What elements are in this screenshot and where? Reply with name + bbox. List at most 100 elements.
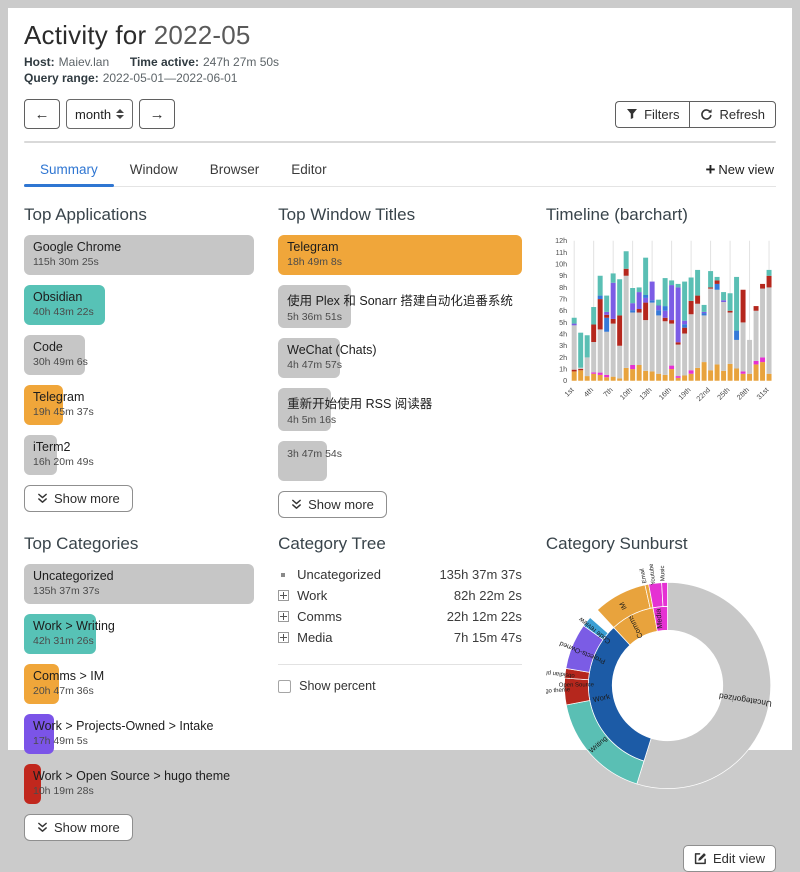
timeline-day-segment[interactable]	[662, 278, 668, 307]
top-window-titles-show-more-button[interactable]: Show more	[278, 491, 387, 518]
timeline-day-segment[interactable]	[597, 374, 603, 381]
category-item[interactable]: Work > Projects-Owned > Intake 17h 49m 5s	[24, 714, 254, 754]
timeline-day-segment[interactable]	[630, 369, 635, 381]
timeline-day-segment[interactable]	[610, 273, 616, 283]
timeline-day-segment[interactable]	[604, 311, 610, 315]
timeline-day-segment[interactable]	[662, 310, 668, 318]
timeline-day-segment[interactable]	[571, 371, 577, 381]
timeline-day-segment[interactable]	[675, 287, 681, 343]
timeline-day-segment[interactable]	[610, 282, 616, 319]
overview-bar[interactable]	[471, 141, 488, 142]
overview-bar[interactable]	[495, 141, 512, 142]
timeline-day-segment[interactable]	[681, 327, 687, 334]
timeline-day-segment[interactable]	[753, 306, 759, 311]
timeline-day-segment[interactable]	[604, 295, 610, 312]
timeline-day-segment[interactable]	[681, 333, 687, 376]
overview-bar[interactable]	[375, 141, 392, 142]
window-title-item[interactable]: 使用 Plex 和 Sonarr 搭建自动化追番系统 5h 36m 51s	[278, 285, 522, 328]
expand-plus-icon[interactable]	[278, 632, 290, 643]
timeline-day-segment[interactable]	[630, 364, 635, 370]
timeline-day-segment[interactable]	[714, 364, 720, 381]
timeline-day-segment[interactable]	[668, 320, 674, 324]
window-title-item[interactable]: Telegram 18h 49m 8s	[278, 235, 522, 275]
timeline-day-segment[interactable]	[591, 372, 597, 374]
timeline-day-segment[interactable]	[675, 344, 681, 377]
timeline-day-segment[interactable]	[740, 373, 746, 381]
timeline-day-segment[interactable]	[694, 295, 700, 304]
timeline-day-segment[interactable]	[591, 324, 597, 343]
timeline-day-segment[interactable]	[604, 317, 610, 332]
timeline-day-segment[interactable]	[604, 314, 610, 318]
timeline-day-segment[interactable]	[720, 292, 726, 301]
timeline-day-segment[interactable]	[571, 317, 577, 324]
timeline-day-segment[interactable]	[727, 312, 733, 364]
timeline-day-segment[interactable]	[643, 302, 648, 321]
application-item[interactable]: iTerm2 16h 20m 49s	[24, 435, 254, 475]
timeline-day-segment[interactable]	[617, 279, 622, 316]
timeline-day-segment[interactable]	[766, 269, 772, 276]
timeline-day-segment[interactable]	[623, 367, 629, 381]
expand-plus-icon[interactable]	[278, 590, 290, 601]
timeline-day-segment[interactable]	[643, 297, 648, 303]
timeline-day-segment[interactable]	[720, 302, 726, 371]
timeline-day-segment[interactable]	[630, 310, 635, 313]
timeline-day-segment[interactable]	[733, 276, 739, 331]
window-title-item[interactable]: WeChat (Chats) 4h 47m 57s	[278, 338, 522, 378]
timeline-day-segment[interactable]	[578, 332, 584, 368]
timeline-day-segment[interactable]	[643, 295, 648, 298]
timeline-day-segment[interactable]	[617, 345, 622, 379]
application-item[interactable]: Telegram 19h 45m 37s	[24, 385, 254, 425]
timeline-day-segment[interactable]	[610, 323, 616, 377]
timeline-day-segment[interactable]	[701, 315, 707, 363]
timeline-day-segment[interactable]	[727, 363, 733, 381]
timeline-day-segment[interactable]	[643, 370, 648, 381]
timeline-day-segment[interactable]	[733, 339, 739, 369]
tab-summary[interactable]: Summary	[24, 154, 114, 187]
timeline-day-segment[interactable]	[694, 367, 700, 381]
timeline-day-segment[interactable]	[662, 374, 668, 381]
timeline-day-segment[interactable]	[597, 299, 603, 330]
top-categories-show-more-button[interactable]: Show more	[24, 814, 133, 841]
timeline-day-segment[interactable]	[604, 377, 610, 381]
timeline-day-segment[interactable]	[623, 268, 629, 276]
category-item[interactable]: Comms > IM 20h 47m 36s	[24, 664, 254, 704]
timeline-day-segment[interactable]	[759, 357, 765, 363]
timeline-day-segment[interactable]	[597, 372, 603, 375]
timeline-day-segment[interactable]	[675, 283, 681, 288]
timeline-day-segment[interactable]	[766, 373, 772, 381]
period-overview-chart[interactable]	[24, 141, 776, 143]
timeline-day-segment[interactable]	[604, 331, 610, 375]
timeline-day-segment[interactable]	[688, 314, 694, 371]
timeline-day-segment[interactable]	[707, 288, 713, 371]
timeline-day-segment[interactable]	[597, 275, 603, 296]
timeline-day-segment[interactable]	[643, 257, 648, 296]
timeline-day-segment[interactable]	[753, 360, 759, 365]
timeline-day-segment[interactable]	[604, 374, 610, 378]
timeline-day-segment[interactable]	[740, 289, 746, 323]
timeline-day-segment[interactable]	[584, 376, 590, 381]
timeline-day-segment[interactable]	[591, 373, 597, 381]
category-tree-row[interactable]: Work 82h 22m 2s	[278, 585, 522, 606]
timeline-day-segment[interactable]	[740, 371, 746, 374]
timeline-day-segment[interactable]	[623, 251, 629, 269]
timeline-day-segment[interactable]	[701, 311, 707, 314]
timeline-day-segment[interactable]	[668, 323, 674, 366]
timeline-day-segment[interactable]	[753, 364, 759, 381]
timeline-day-segment[interactable]	[720, 300, 726, 303]
overview-bar-selected[interactable]	[399, 141, 416, 142]
period-select[interactable]: month	[66, 99, 134, 129]
timeline-day-segment[interactable]	[643, 320, 648, 371]
timeline-day-segment[interactable]	[733, 368, 739, 381]
timeline-day-segment[interactable]	[656, 299, 661, 306]
timeline-day-segment[interactable]	[727, 293, 733, 311]
timeline-day-segment[interactable]	[597, 295, 603, 300]
timeline-day-segment[interactable]	[746, 339, 752, 374]
timeline-day-segment[interactable]	[746, 373, 752, 381]
timeline-day-segment[interactable]	[571, 325, 577, 370]
timeline-day-segment[interactable]	[733, 330, 739, 340]
timeline-day-segment[interactable]	[662, 321, 668, 375]
timeline-day-segment[interactable]	[636, 309, 642, 313]
timeline-day-segment[interactable]	[707, 370, 713, 381]
timeline-day-segment[interactable]	[610, 376, 616, 381]
timeline-day-segment[interactable]	[675, 342, 681, 345]
